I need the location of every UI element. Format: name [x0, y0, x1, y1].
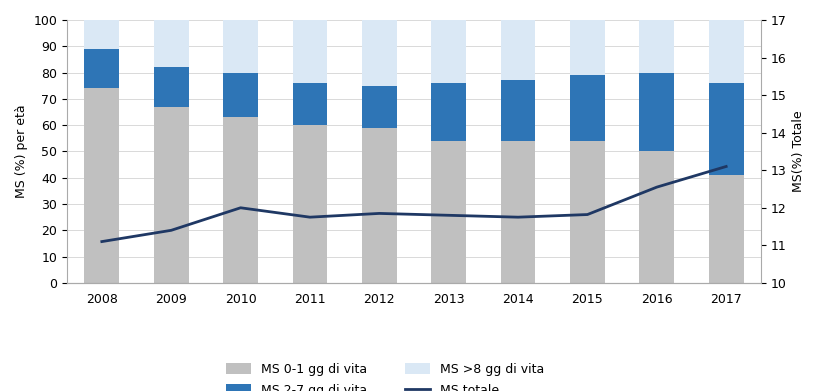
Bar	[223, 117, 258, 283]
Bar	[84, 88, 119, 283]
Bar	[708, 20, 743, 83]
Bar	[500, 81, 535, 141]
Bar	[361, 128, 396, 283]
Y-axis label: MS(%) Totale: MS(%) Totale	[791, 111, 804, 192]
Bar	[500, 20, 535, 81]
Bar	[569, 141, 604, 283]
Bar	[708, 175, 743, 283]
Bar	[639, 20, 673, 73]
Bar	[431, 20, 465, 83]
Bar	[569, 75, 604, 141]
Y-axis label: MS (%) per età: MS (%) per età	[15, 105, 28, 198]
Legend: MS 0-1 gg di vita, MS 2-7 gg di vita, MS >8 gg di vita, MS totale: MS 0-1 gg di vita, MS 2-7 gg di vita, MS…	[223, 359, 547, 391]
Bar	[708, 83, 743, 175]
Bar	[154, 107, 188, 283]
Bar	[569, 20, 604, 75]
Bar	[154, 20, 188, 67]
Bar	[292, 125, 327, 283]
Bar	[223, 20, 258, 73]
Bar	[361, 20, 396, 86]
Bar	[500, 141, 535, 283]
Bar	[431, 141, 465, 283]
Bar	[639, 151, 673, 283]
Bar	[431, 83, 465, 141]
Bar	[292, 83, 327, 125]
Bar	[292, 20, 327, 83]
Bar	[154, 67, 188, 107]
Bar	[223, 73, 258, 117]
Bar	[639, 73, 673, 151]
Bar	[84, 20, 119, 49]
Bar	[361, 86, 396, 128]
Bar	[84, 49, 119, 88]
